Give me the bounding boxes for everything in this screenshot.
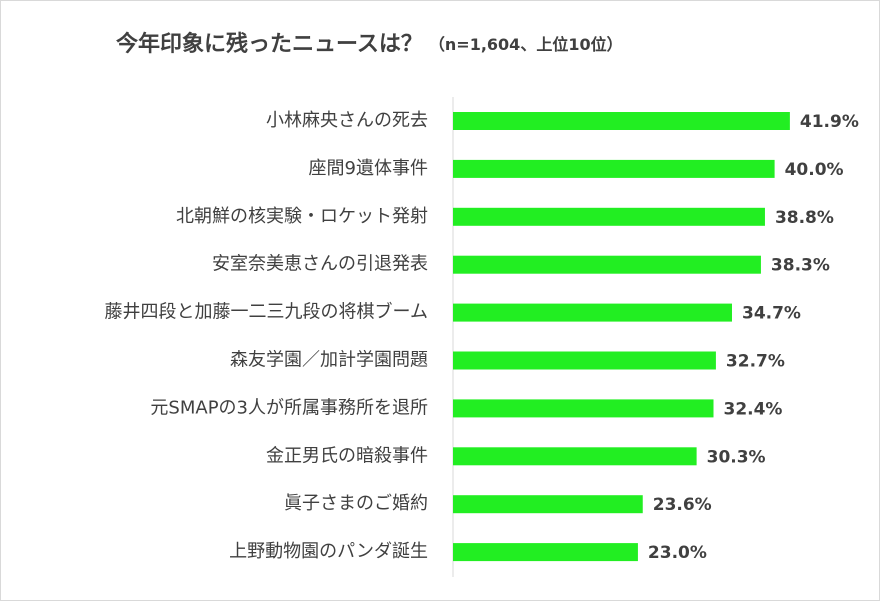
chart-title: 今年印象に残ったニュースは？: [116, 31, 423, 57]
value-label: 41.9%: [800, 112, 859, 132]
value-label: 38.8%: [775, 208, 834, 228]
category-label: 元SMAPの3人が所属事務所を退所: [150, 397, 428, 418]
bar: [453, 303, 732, 322]
value-label: 32.4%: [723, 399, 782, 419]
bar: [453, 351, 716, 370]
category-label: 金正男氏の暗殺事件: [266, 445, 428, 466]
category-label: 上野動物園のパンダ誕生: [229, 541, 428, 562]
category-label: 座間9遺体事件: [309, 158, 428, 179]
category-label: 北朝鮮の核実験・ロケット発射: [176, 206, 428, 227]
value-label: 34.7%: [742, 304, 801, 324]
value-label: 38.3%: [771, 256, 830, 276]
value-label: 32.7%: [726, 352, 785, 372]
bar: [453, 543, 638, 562]
value-label: 40.0%: [785, 160, 844, 180]
bar: [453, 159, 775, 178]
category-label: 藤井四段と加藤一二三九段の将棋ブーム: [105, 301, 428, 323]
bar: [453, 255, 761, 274]
bar: [453, 112, 790, 130]
category-label: 安室奈美恵さんの引退発表: [212, 254, 428, 275]
bar: [453, 447, 697, 466]
bar: [453, 495, 643, 514]
value-label: 30.3%: [707, 447, 766, 467]
value-label: 23.0%: [648, 543, 707, 563]
category-label: 小林麻央さんの死去: [266, 110, 428, 131]
bar: [453, 207, 765, 226]
chart-heading: 今年印象に残ったニュースは？ （n=1,604、上位10位）: [116, 31, 623, 57]
category-label: 森友学園／加計学園問題: [230, 350, 428, 371]
value-label: 23.6%: [653, 495, 712, 515]
category-label: 眞子さまのご婚約: [284, 493, 428, 514]
chart-subtitle: （n=1,604、上位10位）: [429, 35, 623, 54]
bar: [453, 399, 714, 418]
